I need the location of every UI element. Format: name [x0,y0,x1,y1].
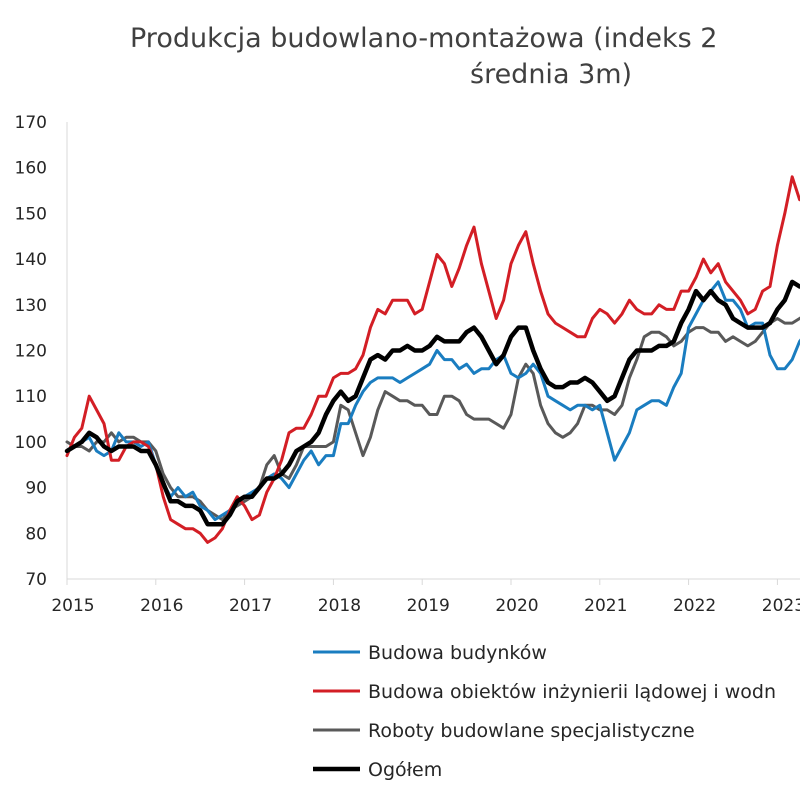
y-tick-label: 120 [15,342,47,362]
chart-title-line-1: Produkcja budowlano-montażowa (indeks 2 [130,23,717,54]
legend-label-0: Budowa budynków [368,642,547,664]
x-tick-label: 2015 [51,596,94,616]
series-line-1 [65,175,800,544]
x-tick-label: 2018 [318,596,361,616]
x-axis: 2015 2016 2017 2018 2019 2020 2021 2022 2023 [51,122,800,616]
y-axis: 170 160 150 140 130 120 110 100 90 80 70 [15,113,47,590]
y-tick-label: 160 [15,159,47,179]
series-lines [64,175,800,544]
y-tick-label: 100 [15,433,47,453]
y-tick-label: 130 [15,296,47,316]
series-line-2 [65,316,800,522]
x-tick-label: 2020 [495,596,538,616]
series-line-0 [65,280,800,522]
y-tick-label: 90 [25,479,47,499]
x-tick-label: 2022 [673,596,716,616]
chart-title-line-2: średnia 3m) [470,59,632,90]
x-tick-label: 2016 [140,596,183,616]
y-tick-label: 110 [15,387,47,407]
x-tick-label: 2017 [229,596,272,616]
x-tick-label: 2019 [407,596,450,616]
legend: Budowa budynków Budowa obiektów inżynieri… [313,642,776,781]
y-tick-label: 150 [15,204,47,224]
y-tick-label: 80 [25,524,47,544]
y-tick-label: 140 [15,250,47,270]
x-tick-label: 2021 [584,596,627,616]
x-tick-label: 2023 [762,596,800,616]
y-tick-label: 70 [25,570,47,590]
legend-label-3: Ogółem [368,759,442,781]
series-line-3 [64,279,800,527]
legend-label-1: Budowa obiektów inżynierii lądowej i wod… [368,681,776,703]
y-tick-label: 170 [15,113,47,133]
legend-label-2: Roboty budowlane specjalistyczne [368,720,695,742]
chart-title: Produkcja budowlano-montażowa (indeks 2 … [130,23,717,90]
